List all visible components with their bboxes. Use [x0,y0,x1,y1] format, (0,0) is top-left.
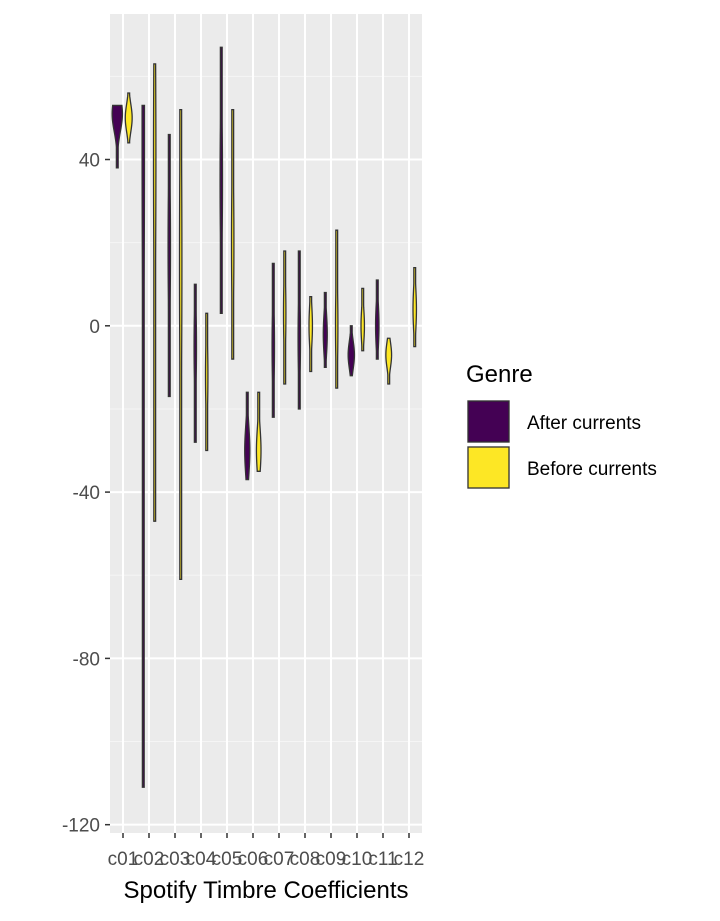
violin-before-c12 [412,266,418,348]
legend: Genre After currents Before currents [466,361,657,489]
x-tick-label: c03 [160,849,191,870]
violin-after-c10 [347,325,356,377]
plot-panel [110,14,422,833]
violin-before-c10 [360,287,366,352]
violin-before-c08 [308,296,314,373]
y-tick-label: 40 [79,151,100,172]
violin-before-c07 [282,250,287,385]
x-tick-label: c12 [394,849,425,870]
x-tick-label: c01 [108,849,139,870]
violin-before-c03 [178,108,183,581]
violin-before-c05 [230,108,235,360]
y-axis: 40 0 -40 -80 -120 [62,151,110,837]
legend-label: After currents [527,413,641,434]
x-tick-label: c08 [290,849,321,870]
x-axis-title: Spotify Timbre Coefficients [123,877,408,904]
violin-after-c07 [271,262,276,418]
legend-swatch [467,400,510,443]
x-tick-label: c06 [238,849,269,870]
y-tick-label: -80 [73,649,100,670]
grid-lines [110,14,422,833]
violin-before-c09 [334,229,339,389]
violins [111,46,418,788]
violin-before-c04 [204,312,209,452]
y-tick-label: -40 [73,483,100,504]
x-tick-label: c04 [186,849,217,870]
legend-title: Genre [466,361,533,388]
violin-after-c04 [193,283,198,443]
x-tick-label: c05 [212,849,243,870]
y-tick-label: 0 [89,317,100,338]
violin-after-c09 [322,291,328,369]
x-tick-label: c09 [316,849,347,870]
violin-after-c06 [244,391,251,481]
violin-after-c08 [297,250,302,410]
x-tick-label: c07 [264,849,295,870]
violin-before-c06 [255,391,262,472]
legend-swatch [467,446,510,489]
legend-label: Before currents [527,459,657,480]
violin-after-c05 [219,46,224,314]
violin-before-c11 [385,337,393,385]
violin-before-c01 [124,92,133,144]
violin-after-c02 [141,104,146,788]
violin-after-c03 [167,133,172,398]
x-tick-label: c02 [134,849,165,870]
violin-after-c11 [374,279,380,360]
y-tick-label: -120 [62,816,100,837]
x-tick-label: c10 [342,849,373,870]
x-tick-label: c11 [368,849,397,870]
violin-after-c01 [111,104,124,169]
violin-before-c02 [152,63,157,522]
